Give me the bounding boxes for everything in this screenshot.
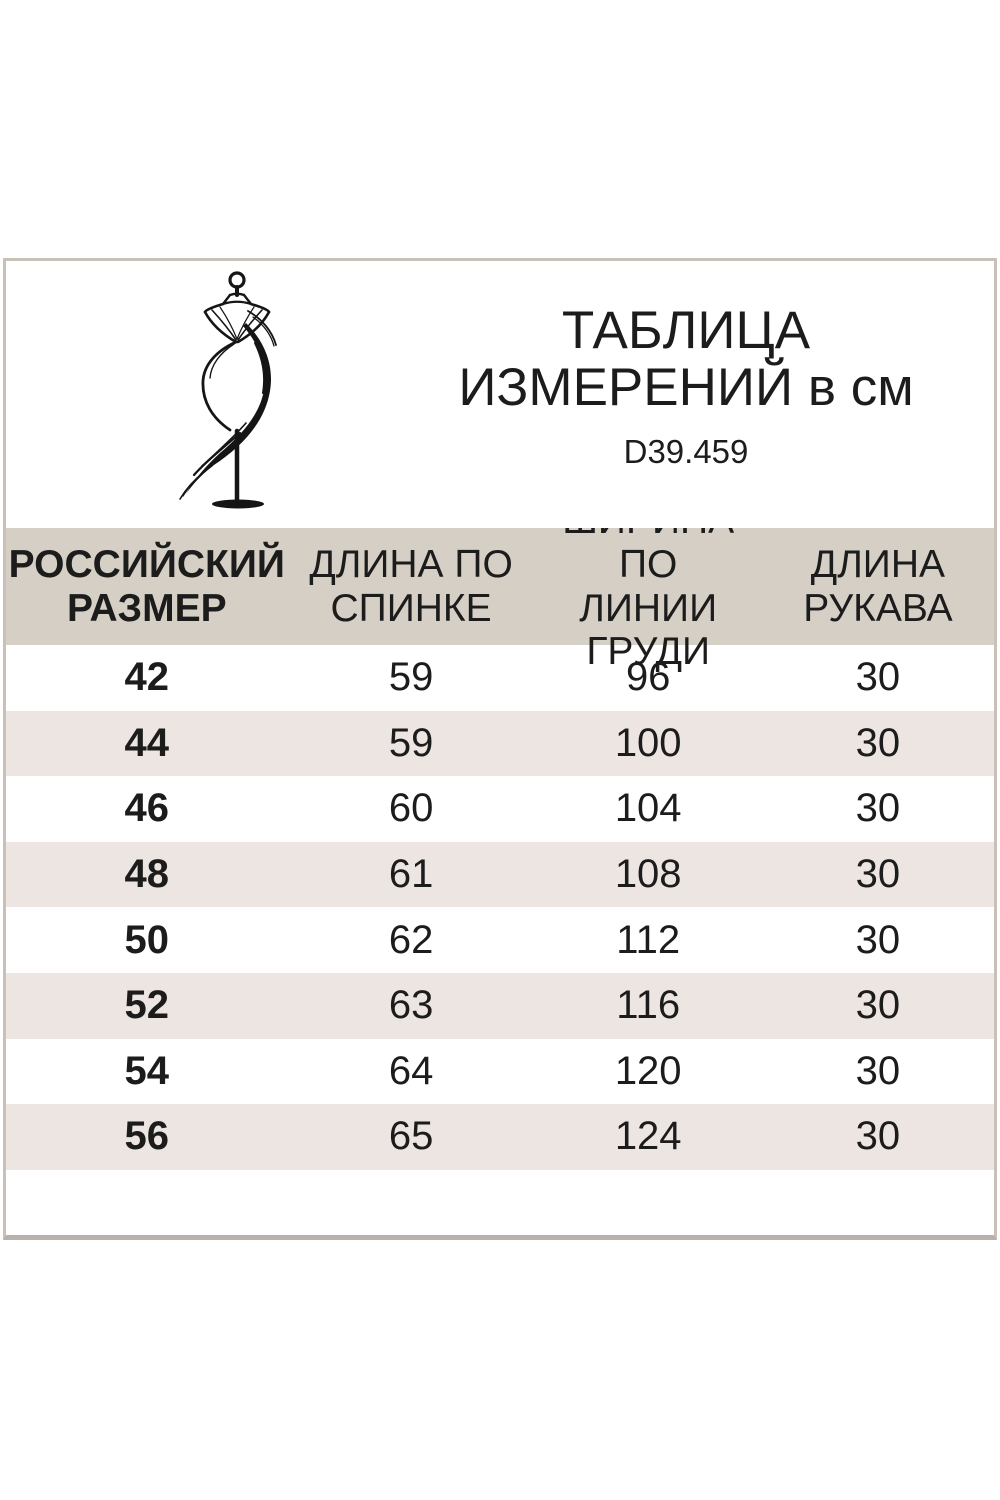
back-length-value: 59: [388, 720, 434, 765]
table-row: 46 60 104 30: [6, 776, 994, 842]
size-chart-sheet: ТАБЛИЦА ИЗМЕРЕНИЙ в см D39.459 РОССИЙСКИ…: [3, 258, 997, 1240]
sleeve-length-value: 30: [855, 720, 901, 765]
back-length-value: 64: [388, 1048, 434, 1093]
size-value: 42: [124, 655, 170, 700]
column-header-russian-size: РОССИЙСКИЙ РАЗМЕР: [8, 542, 285, 630]
size-value: 48: [124, 852, 170, 897]
chest-width-value: 104: [614, 786, 682, 831]
size-value: 56: [124, 1114, 170, 1159]
size-value: 46: [124, 786, 170, 831]
sleeve-length-value: 30: [855, 917, 901, 962]
table-header-row: РОССИЙСКИЙ РАЗМЕР ДЛИНА ПО СПИНКЕ ШИРИНА…: [6, 499, 994, 673]
size-value: 50: [124, 917, 170, 962]
table-row: 54 64 120 30: [6, 1038, 994, 1105]
back-length-value: 60: [388, 786, 434, 831]
chest-width-value: 116: [616, 983, 681, 1028]
back-length-value: 62: [388, 917, 434, 962]
table-row: 42 59 96 30: [6, 645, 994, 711]
sleeve-length-value: 30: [855, 983, 901, 1028]
table-row: 56 65 124 30: [6, 1104, 994, 1170]
table-empty-row: [6, 1169, 994, 1235]
table-row: 48 61 108 30: [6, 841, 994, 908]
sleeve-length-value: 30: [855, 786, 901, 831]
back-length-value: 61: [388, 852, 434, 897]
table-row: 52 63 116 30: [6, 972, 994, 1039]
sleeve-length-value: 30: [855, 852, 901, 897]
chest-width-value: 120: [614, 1048, 682, 1093]
size-value: 52: [124, 983, 170, 1028]
sleeve-length-value: 30: [855, 1114, 901, 1159]
back-length-value: 63: [388, 983, 434, 1028]
dress-form-icon: [179, 271, 277, 509]
column-header-back-length: ДЛИНА ПО СПИНКЕ: [309, 542, 513, 630]
back-length-value: 59: [388, 655, 434, 700]
table-row: 44 59 100 30: [6, 710, 994, 777]
size-value: 44: [124, 720, 170, 765]
chest-width-value: 112: [616, 917, 681, 962]
size-value: 54: [124, 1048, 170, 1093]
column-header-sleeve-length: ДЛИНА РУКАВА: [803, 542, 953, 630]
article-number: D39.459: [623, 433, 749, 471]
measurements-table: РОССИЙСКИЙ РАЗМЕР ДЛИНА ПО СПИНКЕ ШИРИНА…: [6, 499, 994, 1235]
table-row: 50 62 112 30: [6, 907, 994, 973]
page-title: ТАБЛИЦА ИЗМЕРЕНИЙ в см: [458, 301, 914, 417]
chest-width-value: 124: [614, 1114, 682, 1159]
chest-width-value: 108: [614, 852, 682, 897]
sleeve-length-value: 30: [855, 655, 901, 700]
title-block: ТАБЛИЦА ИЗМЕРЕНИЙ в см D39.459: [386, 301, 986, 471]
back-length-value: 65: [388, 1114, 434, 1159]
chest-width-value: 96: [625, 655, 671, 700]
sheet-header: ТАБЛИЦА ИЗМЕРЕНИЙ в см D39.459: [6, 261, 994, 528]
sleeve-length-value: 30: [855, 1048, 901, 1093]
chest-width-value: 100: [614, 720, 682, 765]
